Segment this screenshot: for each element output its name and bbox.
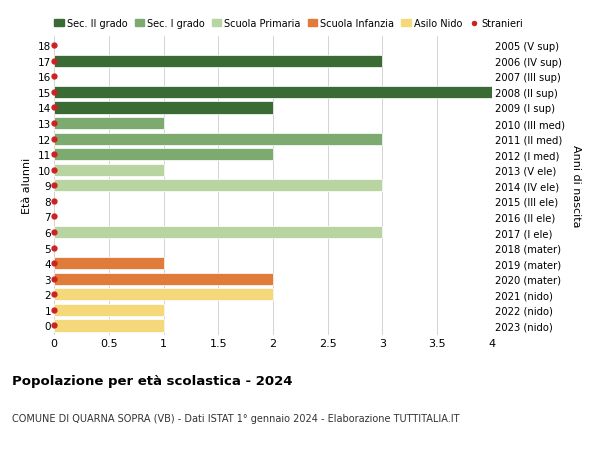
Text: Popolazione per età scolastica - 2024: Popolazione per età scolastica - 2024	[12, 374, 293, 387]
Bar	[54, 133, 383, 146]
Bar	[54, 226, 383, 239]
Bar	[54, 257, 163, 269]
Legend: Sec. II grado, Sec. I grado, Scuola Primaria, Scuola Infanzia, Asilo Nido, Stran: Sec. II grado, Sec. I grado, Scuola Prim…	[55, 19, 523, 29]
Bar	[54, 319, 163, 332]
Bar	[54, 304, 163, 316]
Bar	[54, 56, 383, 67]
Bar	[54, 102, 273, 114]
Bar	[54, 149, 273, 161]
Bar	[54, 87, 492, 99]
Bar	[54, 118, 163, 130]
Bar	[54, 180, 383, 192]
Bar	[54, 289, 273, 301]
Y-axis label: Età alunni: Età alunni	[22, 158, 32, 214]
Y-axis label: Anni di nascita: Anni di nascita	[571, 145, 581, 227]
Text: COMUNE DI QUARNA SOPRA (VB) - Dati ISTAT 1° gennaio 2024 - Elaborazione TUTTITAL: COMUNE DI QUARNA SOPRA (VB) - Dati ISTAT…	[12, 413, 460, 423]
Bar	[54, 164, 163, 176]
Bar	[54, 273, 273, 285]
